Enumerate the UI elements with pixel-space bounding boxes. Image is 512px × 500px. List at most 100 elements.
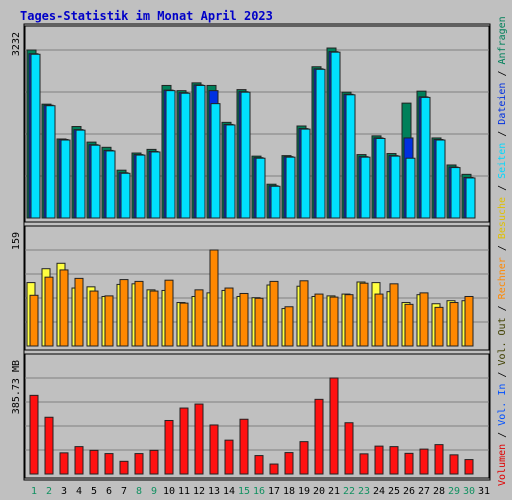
day-label-29: 29 bbox=[448, 486, 460, 497]
bar-volumen-21 bbox=[329, 377, 339, 475]
bar-rechner-21 bbox=[329, 296, 339, 347]
bar-seiten-17 bbox=[270, 185, 281, 219]
day-label-12: 12 bbox=[193, 486, 205, 497]
bar-volumen-2 bbox=[44, 416, 54, 475]
bar-seiten-19 bbox=[300, 128, 311, 219]
bar-seiten-27 bbox=[420, 96, 431, 219]
day-label-17: 17 bbox=[268, 486, 280, 497]
bar-volumen-10 bbox=[164, 419, 174, 475]
bar-volumen-11 bbox=[179, 407, 189, 475]
bar-volumen-15 bbox=[239, 418, 249, 475]
day-label-9: 9 bbox=[151, 486, 157, 497]
legend-segment: Besuche bbox=[497, 197, 508, 239]
day-label-16: 16 bbox=[253, 486, 265, 497]
bar-volumen-25 bbox=[389, 446, 399, 475]
bar-volumen-29 bbox=[449, 454, 459, 475]
bar-volumen-24 bbox=[374, 445, 384, 475]
bar-rechner-22 bbox=[344, 294, 354, 347]
bar-volumen-20 bbox=[314, 398, 324, 475]
day-label-31: 31 bbox=[478, 486, 490, 497]
bar-seiten-5 bbox=[90, 144, 101, 219]
bar-rechner-29 bbox=[449, 302, 459, 347]
bar-seiten-12 bbox=[195, 84, 206, 219]
day-label-3: 3 bbox=[61, 486, 67, 497]
bar-seiten-20 bbox=[315, 68, 326, 219]
bar-seiten-10 bbox=[165, 90, 176, 219]
bar-rechner-25 bbox=[389, 283, 399, 347]
bar-seiten-15 bbox=[240, 91, 251, 219]
legend-segment: / bbox=[497, 239, 508, 257]
bar-rechner-24 bbox=[374, 293, 384, 347]
bar-rechner-20 bbox=[314, 293, 324, 347]
bar-rechner-23 bbox=[359, 282, 369, 347]
day-label-6: 6 bbox=[106, 486, 112, 497]
bar-seiten-11 bbox=[180, 92, 191, 219]
bar-volumen-4 bbox=[74, 446, 84, 475]
day-label-25: 25 bbox=[388, 486, 400, 497]
bar-rechner-27 bbox=[419, 292, 429, 347]
bar-rechner-17 bbox=[269, 280, 279, 347]
day-label-28: 28 bbox=[433, 486, 445, 497]
bar-rechner-28 bbox=[434, 306, 444, 347]
bar-seiten-7 bbox=[120, 172, 131, 219]
axis-max-label-middle: 159 bbox=[11, 232, 22, 250]
bar-rechner-10 bbox=[164, 279, 174, 347]
bar-seiten-28 bbox=[435, 139, 446, 219]
bar-rechner-14 bbox=[224, 287, 234, 347]
bar-rechner-26 bbox=[404, 303, 414, 347]
bar-seiten-3 bbox=[60, 139, 71, 219]
day-label-8: 8 bbox=[136, 486, 142, 497]
bar-seiten-9 bbox=[150, 151, 161, 219]
bar-volumen-12 bbox=[194, 403, 204, 475]
bar-seiten-29 bbox=[450, 167, 461, 219]
day-label-7: 7 bbox=[121, 486, 127, 497]
bar-seiten-13 bbox=[210, 103, 221, 219]
day-label-22: 22 bbox=[343, 486, 355, 497]
legend-segment: / bbox=[497, 426, 508, 444]
bar-seiten-4 bbox=[75, 129, 86, 219]
bar-volumen-23 bbox=[359, 453, 369, 475]
day-label-10: 10 bbox=[163, 486, 175, 497]
bar-rechner-8 bbox=[134, 280, 144, 347]
bar-volumen-13 bbox=[209, 424, 219, 475]
day-label-27: 27 bbox=[418, 486, 430, 497]
bar-volumen-30 bbox=[464, 459, 474, 475]
day-label-4: 4 bbox=[76, 486, 82, 497]
bar-volumen-1 bbox=[29, 394, 39, 475]
bar-volumen-26 bbox=[404, 452, 414, 475]
bar-rechner-5 bbox=[89, 290, 99, 347]
legend-segment: Volumen bbox=[497, 444, 508, 486]
legend-segment: Anfragen bbox=[497, 16, 508, 64]
bar-seiten-1 bbox=[30, 53, 41, 219]
bar-volumen-19 bbox=[299, 441, 309, 475]
bar-rechner-3 bbox=[59, 269, 69, 347]
bar-volumen-22 bbox=[344, 422, 354, 475]
bar-seiten-25 bbox=[390, 155, 401, 219]
day-label-23: 23 bbox=[358, 486, 370, 497]
legend-segment: Vol. Out bbox=[497, 317, 508, 365]
axis-max-label-top: 3232 bbox=[11, 32, 22, 56]
day-label-20: 20 bbox=[313, 486, 325, 497]
legend-segment: Seiten bbox=[497, 143, 508, 179]
bar-rechner-12 bbox=[194, 289, 204, 347]
bar-volumen-18 bbox=[284, 452, 294, 475]
legend-segment: / bbox=[497, 366, 508, 384]
day-label-2: 2 bbox=[46, 486, 52, 497]
bar-volumen-16 bbox=[254, 455, 264, 475]
bar-rechner-4 bbox=[74, 277, 84, 347]
legend-segment: Dateien bbox=[497, 83, 508, 125]
bar-seiten-16 bbox=[255, 157, 266, 219]
bar-volumen-28 bbox=[434, 444, 444, 475]
day-label-19: 19 bbox=[298, 486, 310, 497]
legend-label: Volumen / Vol. In / Vol. Out / Rechner /… bbox=[497, 16, 508, 486]
bar-rechner-7 bbox=[119, 279, 129, 347]
chart-title: Tages-Statistik im Monat April 2023 bbox=[20, 9, 273, 23]
bar-volumen-14 bbox=[224, 439, 234, 475]
day-label-5: 5 bbox=[91, 486, 97, 497]
bar-volumen-27 bbox=[419, 448, 429, 475]
bar-rechner-19 bbox=[299, 280, 309, 347]
bar-seiten-6 bbox=[105, 150, 116, 219]
day-label-15: 15 bbox=[238, 486, 250, 497]
bar-rechner-1 bbox=[29, 294, 39, 347]
